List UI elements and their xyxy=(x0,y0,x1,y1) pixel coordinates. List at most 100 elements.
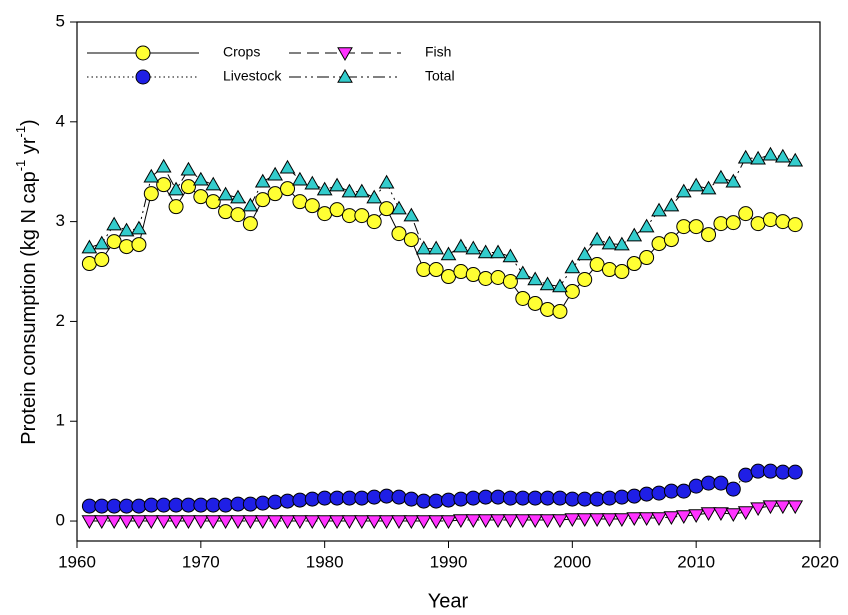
data-point xyxy=(230,189,246,204)
data-point xyxy=(131,220,147,235)
data-point xyxy=(639,250,655,266)
x-tick-label: 1990 xyxy=(430,552,468,571)
data-point xyxy=(378,515,395,530)
data-point xyxy=(366,214,382,230)
data-point xyxy=(750,502,766,517)
data-point xyxy=(564,283,580,299)
data-point xyxy=(304,175,321,190)
data-point xyxy=(725,481,741,497)
data-point xyxy=(737,149,754,164)
series-line xyxy=(89,183,796,312)
data-point xyxy=(156,177,172,193)
data-point xyxy=(403,491,419,507)
data-point xyxy=(651,236,667,252)
data-point xyxy=(230,207,246,223)
data-point xyxy=(304,198,320,214)
data-point xyxy=(329,515,345,530)
data-point xyxy=(354,208,370,224)
data-point xyxy=(242,197,259,212)
data-point xyxy=(502,248,519,263)
x-tick-label: 1980 xyxy=(306,552,344,571)
data-point xyxy=(465,490,481,506)
data-point xyxy=(688,478,704,494)
data-point xyxy=(143,186,159,202)
data-point xyxy=(775,214,791,230)
x-tick-label: 1970 xyxy=(182,552,220,571)
y-tick-label: 0 xyxy=(56,511,65,530)
y-tick-label: 5 xyxy=(56,11,65,30)
data-point xyxy=(280,181,296,197)
data-point xyxy=(292,515,308,530)
data-point xyxy=(440,246,457,261)
data-point xyxy=(254,515,271,530)
data-point xyxy=(713,507,729,522)
data-point xyxy=(762,146,779,161)
data-point xyxy=(601,490,617,506)
data-point xyxy=(316,181,333,196)
data-point xyxy=(242,216,258,232)
data-point xyxy=(379,488,395,504)
data-point xyxy=(391,515,407,530)
data-point xyxy=(527,271,544,286)
data-point xyxy=(441,492,456,508)
data-point xyxy=(329,202,345,218)
data-point xyxy=(366,515,383,530)
data-point xyxy=(589,231,605,246)
data-point xyxy=(713,169,729,184)
data-point xyxy=(292,194,308,210)
data-point xyxy=(428,515,444,530)
data-point xyxy=(614,513,630,528)
data-point xyxy=(577,272,593,288)
data-point xyxy=(638,512,655,527)
data-point xyxy=(106,216,123,231)
legend-label: Total xyxy=(425,68,455,84)
data-point xyxy=(738,467,754,483)
data-point xyxy=(701,227,717,243)
series-line xyxy=(89,505,796,522)
x-tick-label: 2000 xyxy=(553,552,591,571)
data-point xyxy=(552,278,568,293)
data-point xyxy=(465,240,482,255)
data-point xyxy=(750,150,766,165)
y-tick-label: 3 xyxy=(56,211,65,230)
y-label-part: Protein consumption (kg N cap xyxy=(18,171,40,444)
data-point xyxy=(106,515,123,530)
data-point xyxy=(168,181,184,196)
data-point xyxy=(267,515,283,530)
x-tick-label: 1960 xyxy=(58,552,96,571)
data-point xyxy=(589,513,605,528)
data-point xyxy=(131,498,147,514)
data-point xyxy=(304,515,321,530)
data-point xyxy=(118,515,135,530)
data-point xyxy=(490,489,506,505)
data-point xyxy=(81,256,97,272)
data-point xyxy=(614,489,630,505)
data-point xyxy=(737,506,754,521)
data-point xyxy=(143,515,160,530)
data-point xyxy=(762,463,778,479)
data-point xyxy=(267,494,283,510)
data-point xyxy=(93,515,110,530)
data-point xyxy=(527,514,544,529)
data-point xyxy=(738,206,754,222)
data-point xyxy=(774,148,791,163)
y-label-sup: -1 xyxy=(13,126,28,138)
data-point xyxy=(292,492,308,508)
data-point xyxy=(651,202,667,217)
data-point xyxy=(131,237,147,253)
data-point xyxy=(415,240,432,255)
x-tick-label: 2010 xyxy=(677,552,715,571)
data-point xyxy=(391,226,407,242)
data-point xyxy=(713,475,729,491)
data-point xyxy=(94,252,110,268)
data-point xyxy=(217,515,234,530)
data-point xyxy=(601,235,618,250)
data-point xyxy=(428,262,444,278)
data-point xyxy=(192,171,209,186)
data-point xyxy=(552,303,568,319)
data-point xyxy=(502,514,519,529)
data-point xyxy=(316,515,333,530)
data-point xyxy=(230,515,246,530)
data-point xyxy=(552,490,568,506)
